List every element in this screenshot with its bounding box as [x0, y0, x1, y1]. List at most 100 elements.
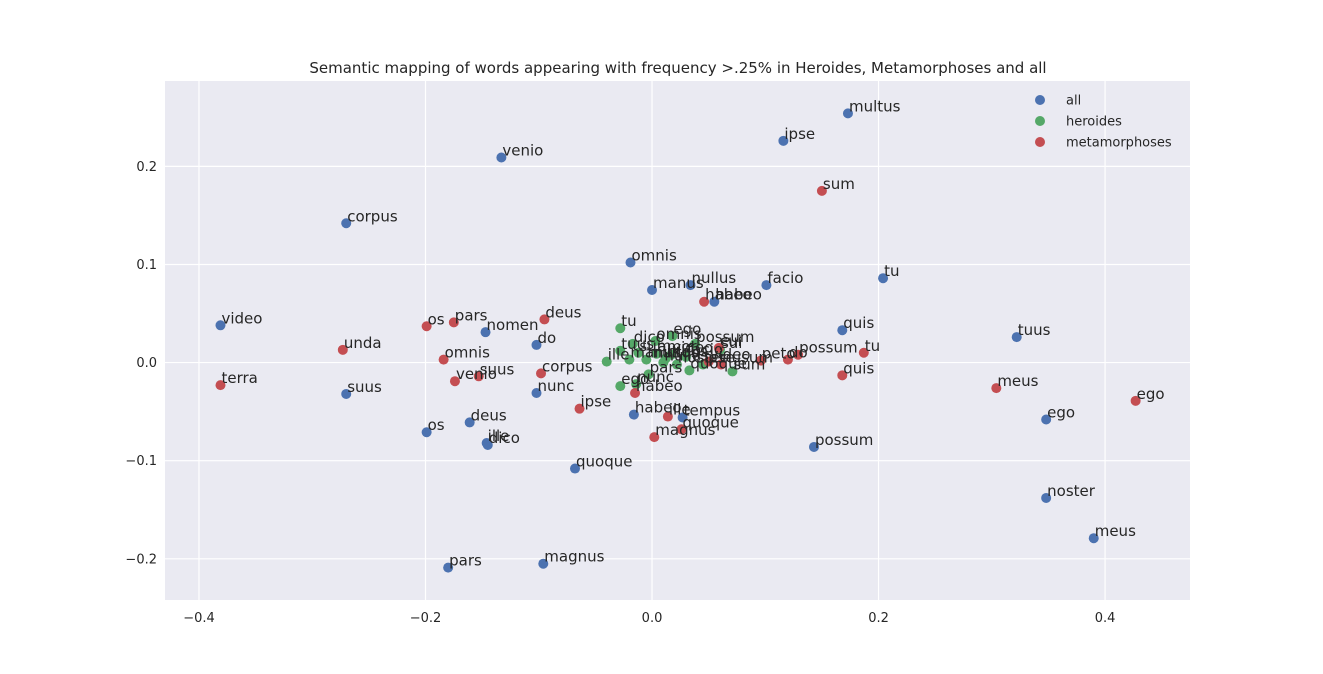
point-metamorphoses [858, 347, 869, 358]
point-heroides [631, 379, 642, 390]
point-label: manus [630, 344, 681, 362]
point-label: quoque [682, 413, 738, 431]
point-label: deus [471, 406, 507, 424]
point-all [709, 296, 720, 307]
point-label: tuus [621, 335, 654, 353]
legend-marker-metamorphoses [1035, 137, 1045, 147]
point-all [531, 387, 542, 398]
point-label: sui [721, 334, 743, 352]
point-all [808, 441, 819, 452]
point-label: magnus [655, 421, 715, 439]
point-label: nomen [487, 316, 539, 334]
point-label: ille [488, 427, 510, 445]
x-tick-label: 0.2 [868, 611, 889, 626]
point-label: manus [653, 274, 704, 292]
point-label: habeo [635, 399, 682, 417]
chart-title: Semantic mapping of words appearing with… [309, 59, 1046, 77]
point-all [570, 463, 580, 474]
point-label: omnis [445, 344, 490, 362]
point-heroides [615, 323, 626, 334]
point-metamorphoses [713, 342, 724, 353]
point-heroides [641, 354, 652, 365]
point-metamorphoses [649, 432, 660, 443]
point-metamorphoses [539, 314, 550, 325]
point-label: magnus [544, 548, 604, 566]
point-label: suus [347, 378, 382, 396]
point-label: ipse [581, 393, 612, 411]
point-label: unda [344, 334, 382, 352]
point-label: video [221, 309, 262, 327]
point-heroides [643, 369, 654, 380]
point-label: ille [669, 401, 691, 419]
point-label: video [710, 346, 751, 364]
legend-marker-heroides [1035, 116, 1045, 126]
x-tick-label: 0.4 [1095, 611, 1116, 626]
point-label: noster [678, 349, 727, 367]
point-label: pars [449, 552, 482, 570]
point-label: sum [639, 337, 671, 355]
point-all [443, 562, 454, 573]
point-metamorphoses [438, 354, 449, 365]
point-heroides [615, 345, 626, 356]
point-heroides [667, 331, 678, 342]
point-label: do [537, 329, 556, 347]
point-label: habeo [715, 286, 762, 304]
point-label: suus [480, 360, 515, 378]
point-metamorphoses [676, 424, 687, 435]
point-all [1088, 533, 1099, 544]
point-label: nunc [637, 368, 674, 386]
point-metamorphoses [662, 411, 673, 422]
point-heroides [680, 351, 691, 362]
point-all [837, 325, 848, 336]
point-all [878, 273, 889, 284]
point-all [341, 218, 352, 229]
x-tick-label: −0.4 [183, 611, 215, 626]
point-label: dico [634, 328, 665, 346]
point-label: nullus [664, 347, 709, 365]
point-all [496, 152, 507, 163]
x-tick-label: 0.0 [642, 611, 663, 626]
point-label: tu [884, 262, 899, 280]
legend: all heroides metamorphoses [1035, 94, 1172, 151]
point-heroides [627, 338, 638, 349]
point-label: tempus [684, 402, 741, 420]
point-all [215, 320, 226, 331]
point-label: tu [621, 312, 636, 330]
point-all [538, 558, 549, 569]
point-all [625, 257, 636, 268]
point-all [482, 439, 493, 450]
point-label: pars [455, 306, 488, 324]
point-label: meus [1095, 522, 1136, 540]
point-label: video [672, 339, 713, 357]
point-label: pars [650, 358, 683, 376]
point-label: multus [647, 344, 699, 362]
point-heroides [633, 347, 644, 358]
point-label: tu [865, 337, 880, 355]
point-metamorphoses [215, 380, 226, 391]
point-metamorphoses [448, 317, 459, 328]
point-heroides [624, 354, 635, 365]
point-all [628, 409, 639, 420]
point-label: nullus [692, 269, 737, 287]
point-label: habeo [636, 377, 683, 395]
point-label: omnis [656, 325, 701, 343]
point-label: ego [1047, 403, 1075, 421]
point-heroides [658, 357, 669, 368]
point-all [842, 108, 853, 119]
point-all [464, 417, 475, 428]
point-heroides [727, 366, 738, 377]
point-label: quoque [576, 453, 632, 471]
point-label: deus [545, 303, 581, 321]
point-label: ego [673, 320, 701, 338]
y-tick-label: −0.1 [125, 454, 157, 469]
point-metamorphoses [816, 185, 827, 196]
y-tick-label: 0.0 [136, 356, 157, 371]
point-metamorphoses [793, 349, 804, 360]
point-label: omnis [631, 247, 676, 265]
x-axis-ticks: −0.4 −0.2 0.0 0.2 0.4 [183, 611, 1115, 626]
y-axis-ticks: −0.2 −0.1 0.0 0.1 0.2 [125, 160, 157, 567]
point-all [761, 280, 772, 291]
point-metamorphoses [782, 354, 793, 365]
point-label: possum [815, 431, 873, 449]
point-all [480, 327, 491, 338]
